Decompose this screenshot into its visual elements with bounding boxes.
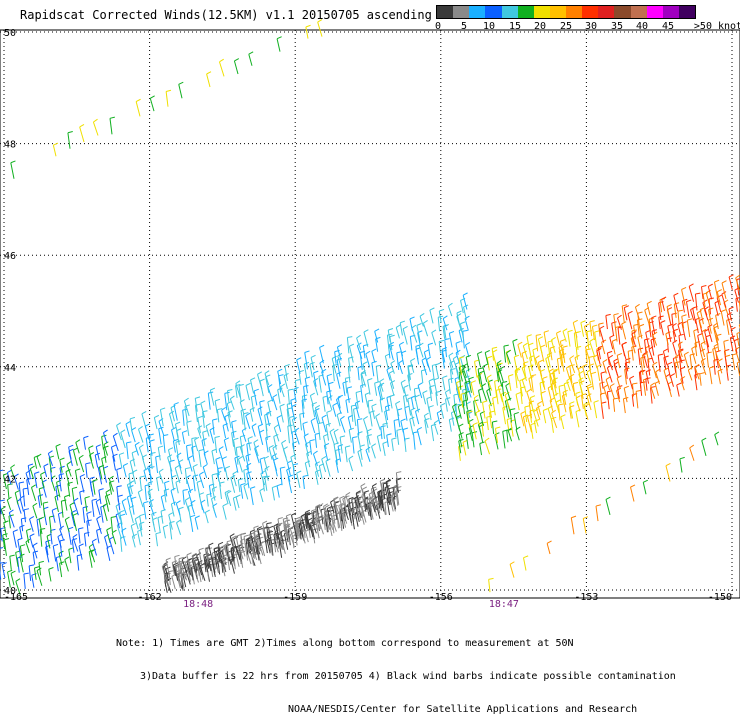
note-line-1: Note: 1) Times are GMT 2)Times along bot…	[116, 638, 676, 649]
note-line-3: NOAA/NESDIS/Center for Satellite Applica…	[116, 704, 676, 715]
lat-tick-label: 50	[4, 28, 16, 39]
lat-tick-label: 46	[4, 251, 16, 262]
lat-tick-label: 48	[4, 140, 16, 151]
lon-tick-label: -156	[429, 592, 453, 603]
lat-tick-label: 42	[4, 474, 16, 485]
lon-tick-label: -162	[138, 592, 162, 603]
lon-tick-label: -150	[708, 592, 732, 603]
lat-tick-label: 44	[4, 363, 16, 374]
wind-barb-flag	[318, 20, 322, 23]
lat-tick-label: 40	[4, 586, 16, 597]
lon-tick-label: -159	[283, 592, 307, 603]
lon-tick-label: -153	[574, 592, 598, 603]
time-label: 18:48	[183, 599, 213, 610]
note-line-2: 3)Data buffer is 22 hrs from 20150705 4)…	[116, 671, 676, 682]
wind-barb-flag	[306, 25, 311, 27]
notes-block: Note: 1) Times are GMT 2)Times along bot…	[116, 616, 676, 726]
time-label: 18:47	[489, 599, 519, 610]
